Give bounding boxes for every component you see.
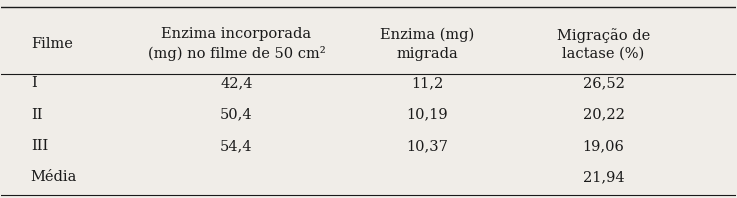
Text: 21,94: 21,94: [583, 170, 624, 184]
Text: 10,37: 10,37: [406, 139, 448, 153]
Text: III: III: [31, 139, 48, 153]
Text: Enzima (mg)
migrada: Enzima (mg) migrada: [380, 28, 475, 61]
Text: I: I: [31, 76, 37, 90]
Text: Média: Média: [31, 170, 77, 184]
Text: 50,4: 50,4: [220, 108, 253, 122]
Text: II: II: [31, 108, 42, 122]
Text: 10,19: 10,19: [406, 108, 448, 122]
Text: 54,4: 54,4: [220, 139, 253, 153]
Text: Enzima incorporada
(mg) no filme de 50 cm²: Enzima incorporada (mg) no filme de 50 c…: [147, 28, 325, 61]
Text: 42,4: 42,4: [220, 76, 253, 90]
Text: 20,22: 20,22: [582, 108, 624, 122]
Text: 11,2: 11,2: [411, 76, 444, 90]
Text: Filme: Filme: [31, 37, 73, 51]
Text: 19,06: 19,06: [582, 139, 624, 153]
Text: 26,52: 26,52: [582, 76, 624, 90]
Text: Migração de
lactase (%): Migração de lactase (%): [557, 28, 650, 61]
